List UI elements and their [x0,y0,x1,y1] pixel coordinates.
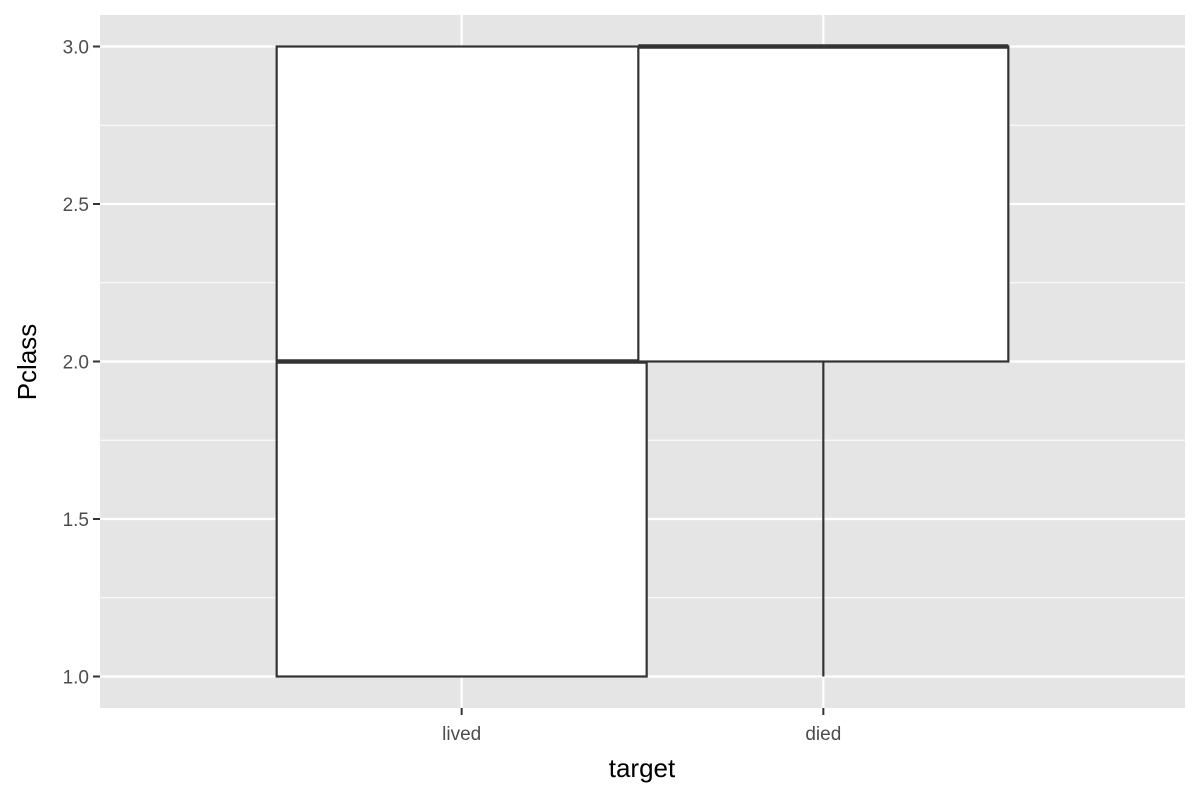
boxes [275,44,1010,678]
x-axis-title: target [609,753,676,783]
y-tick-label: 3.0 [63,38,89,59]
y-tick-label: 2.0 [63,353,89,374]
x-tick-label: lived [442,724,481,745]
axes: 1.0 1.5 2.0 2.5 3.0 lived died [63,38,842,746]
box-lived [275,45,648,678]
y-tick-label: 2.5 [63,195,89,216]
y-axis-title: Pclass [12,324,42,401]
box-died [637,44,1010,677]
box-iqr [637,45,1010,363]
x-tick-label: died [805,724,841,745]
y-tick-label: 1.0 [63,668,89,689]
y-tick-label: 1.5 [63,510,89,531]
